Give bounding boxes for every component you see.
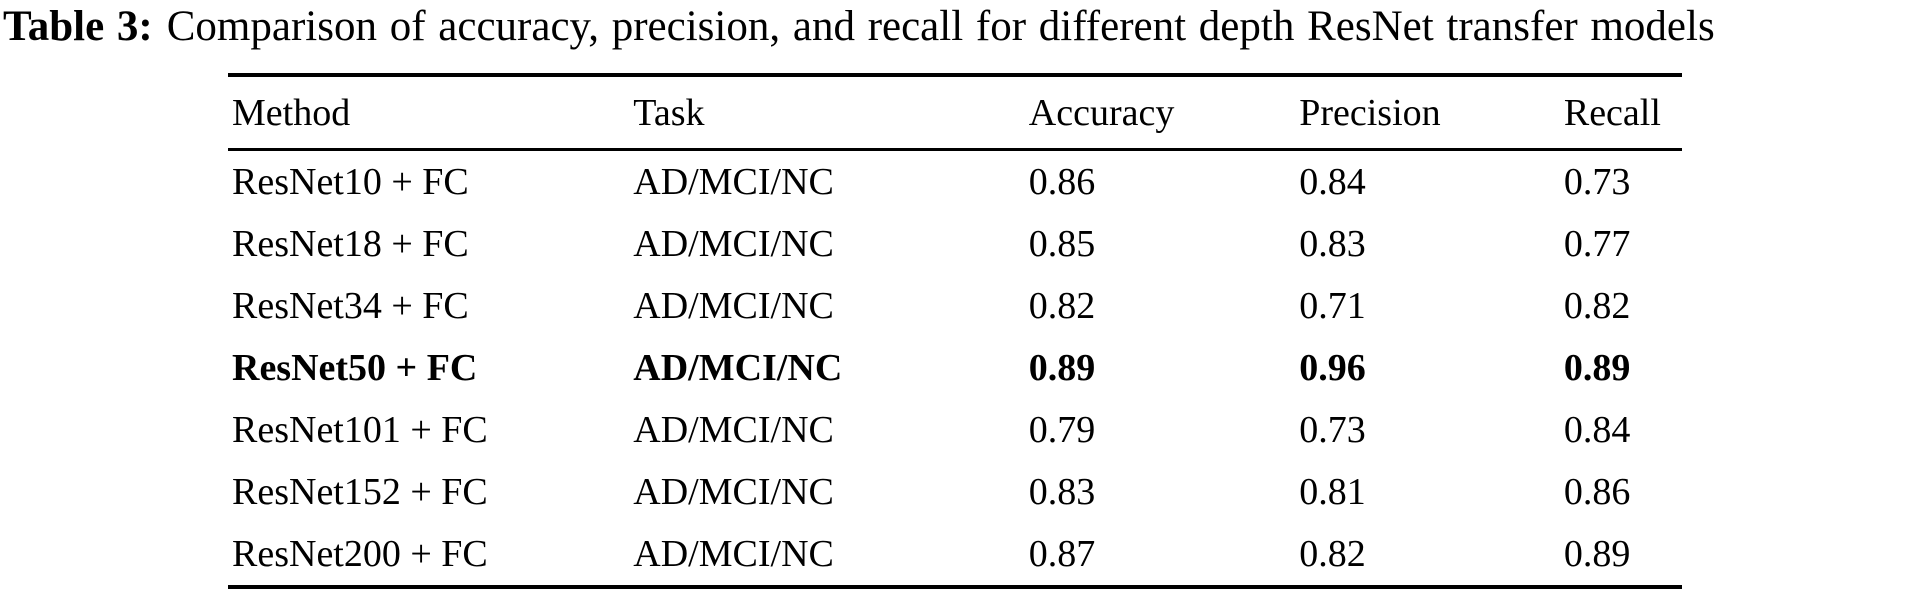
method-cell: ResNet101 + FC (232, 409, 488, 451)
col-header-accuracy: Accuracy (1024, 75, 1296, 151)
col-header-method: Method (228, 75, 630, 151)
recall-cell: 0.89 (1563, 347, 1631, 389)
recall-cell: 0.77 (1563, 223, 1631, 265)
method-cell: ResNet34 + FC (232, 285, 469, 327)
accuracy-cell: 0.87 (1028, 533, 1096, 575)
accuracy-cell: 0.85 (1028, 223, 1096, 265)
table-caption-label: Table 3: (3, 3, 153, 50)
table-row: ResNet152 + FC AD/MCI/NC 0.83 0.81 0.86 (228, 461, 1682, 523)
accuracy-cell: 0.82 (1028, 285, 1096, 327)
task-cell: AD/MCI/NC (633, 161, 834, 203)
recall-cell: 0.89 (1563, 533, 1631, 575)
recall-cell: 0.84 (1563, 409, 1631, 451)
table-row: ResNet200 + FC AD/MCI/NC 0.87 0.82 0.89 (228, 523, 1682, 587)
task-cell: AD/MCI/NC (633, 285, 834, 327)
table-row: ResNet18 + FC AD/MCI/NC 0.85 0.83 0.77 (228, 213, 1682, 275)
method-cell: ResNet200 + FC (232, 533, 488, 575)
method-cell: ResNet152 + FC (232, 471, 488, 513)
task-cell: AD/MCI/NC (633, 471, 834, 513)
table-row: ResNet101 + FC AD/MCI/NC 0.79 0.73 0.84 (228, 399, 1682, 461)
precision-cell: 0.81 (1299, 471, 1366, 513)
precision-cell: 0.71 (1299, 285, 1366, 327)
task-cell: AD/MCI/NC (633, 347, 843, 389)
col-header-recall: Recall (1559, 75, 1682, 151)
table-row: ResNet10 + FC AD/MCI/NC 0.86 0.84 0.73 (228, 150, 1682, 214)
recall-cell: 0.73 (1563, 161, 1631, 203)
method-cell: ResNet50 + FC (232, 347, 478, 389)
method-cell: ResNet18 + FC (232, 223, 469, 265)
method-cell: ResNet10 + FC (232, 161, 469, 203)
recall-cell: 0.82 (1563, 285, 1631, 327)
results-table: Method Task Accuracy Precision Recall Re… (228, 73, 1682, 589)
accuracy-cell: 0.86 (1028, 161, 1096, 203)
task-cell: AD/MCI/NC (633, 223, 834, 265)
table-caption: Table 3: Comparison of accuracy, precisio… (3, 2, 1715, 52)
table-row: ResNet34 + FC AD/MCI/NC 0.82 0.71 0.82 (228, 275, 1682, 337)
task-cell: AD/MCI/NC (633, 409, 834, 451)
accuracy-cell: 0.89 (1028, 347, 1096, 389)
accuracy-cell: 0.83 (1028, 471, 1096, 513)
recall-cell: 0.86 (1563, 471, 1631, 513)
table-caption-text: Comparison of accuracy, precision, and r… (166, 3, 1715, 50)
precision-cell: 0.82 (1299, 533, 1366, 575)
header-row: Method Task Accuracy Precision Recall (228, 75, 1682, 151)
accuracy-cell: 0.79 (1028, 409, 1096, 451)
task-cell: AD/MCI/NC (633, 533, 834, 575)
precision-cell: 0.83 (1299, 223, 1366, 265)
precision-cell: 0.73 (1299, 409, 1366, 451)
col-header-precision: Precision (1295, 75, 1560, 151)
precision-cell: 0.96 (1299, 347, 1366, 389)
table-row-highlighted: ResNet50 + FC AD/MCI/NC 0.89 0.96 0.89 (228, 337, 1682, 399)
precision-cell: 0.84 (1299, 161, 1366, 203)
col-header-task: Task (629, 75, 1025, 151)
